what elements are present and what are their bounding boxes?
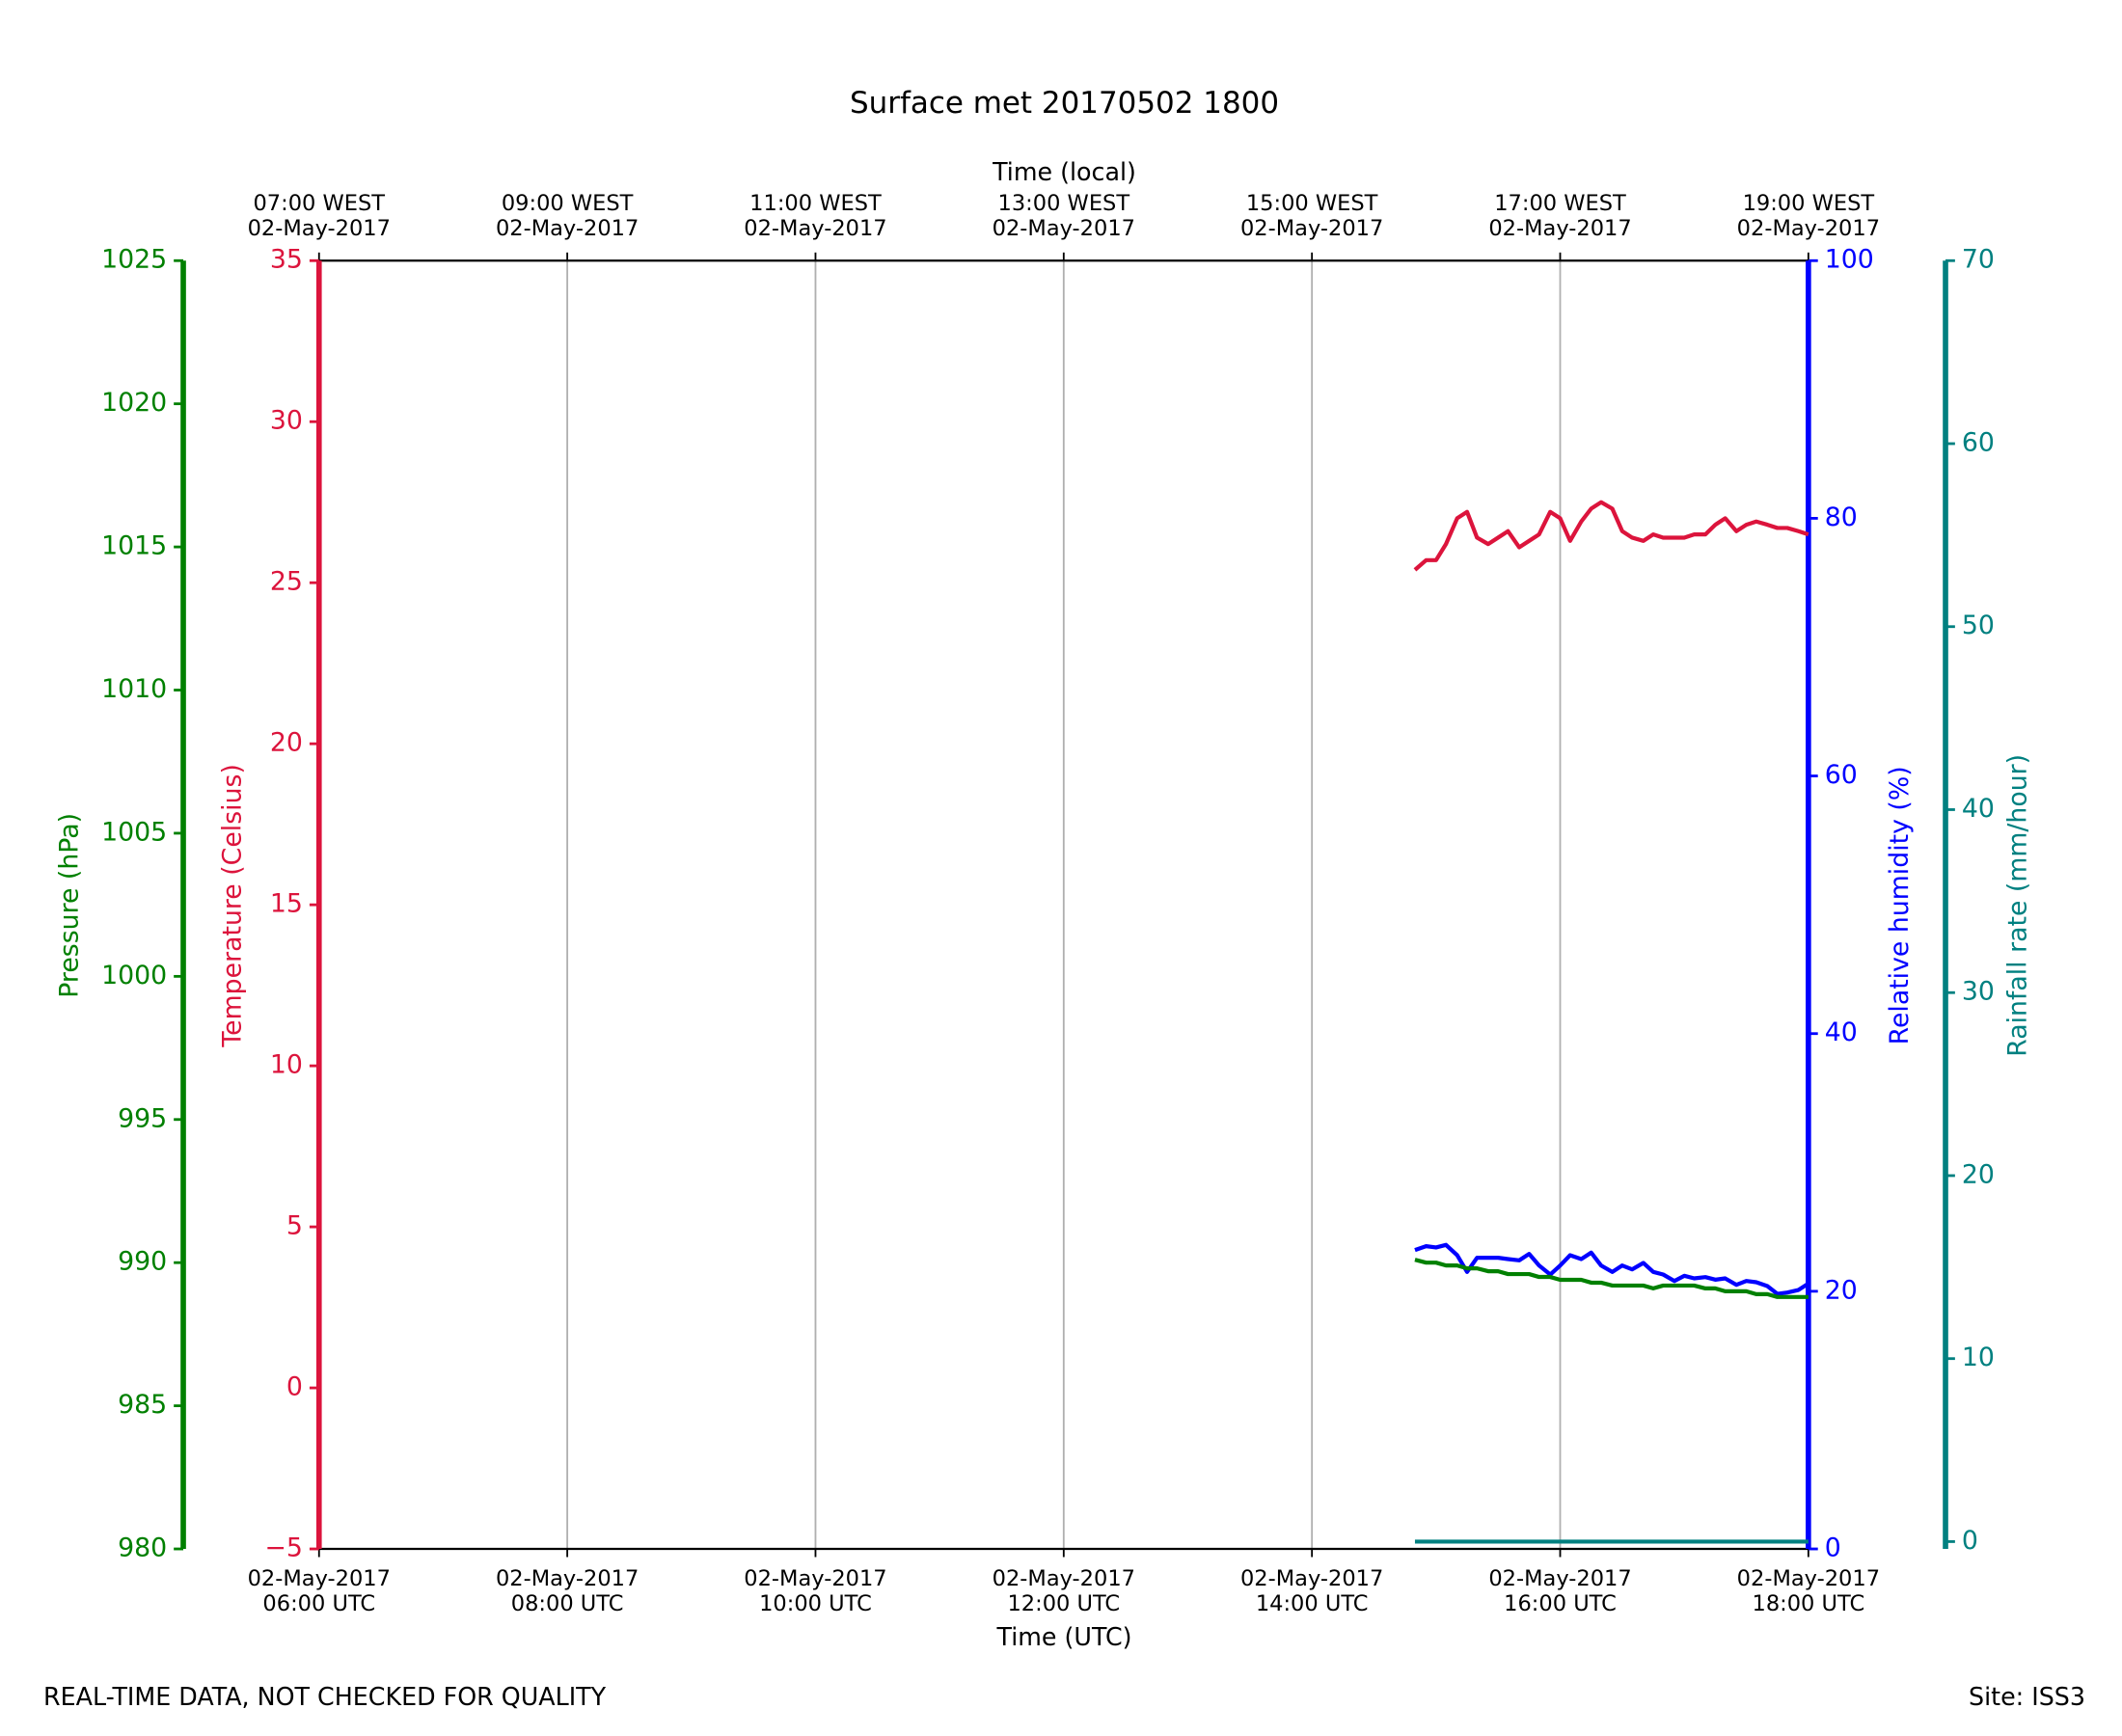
top-x-tick-label: 11:00 WEST 02-May-2017 <box>744 191 886 241</box>
y-tick-label: 1025 <box>101 245 167 275</box>
y-tick-label: 980 <box>118 1533 167 1563</box>
x-tick-label: 02-May-2017 06:00 UTC <box>248 1565 391 1615</box>
chart-title: Surface met 20170502 1800 <box>850 86 1279 121</box>
x-tick-label: 02-May-2017 10:00 UTC <box>744 1565 886 1615</box>
y-tick-label: −5 <box>264 1533 302 1563</box>
y-tick-label: 990 <box>118 1247 167 1277</box>
y-tick-label: 1015 <box>101 531 167 561</box>
y-tick-label: 5 <box>286 1211 303 1241</box>
y-axis-title: Rainfall rate (mm/hour) <box>2003 754 2033 1057</box>
y-tick-label: 25 <box>270 567 303 597</box>
x-tick-label: 02-May-2017 16:00 UTC <box>1488 1565 1631 1615</box>
y-tick-label: 20 <box>270 728 303 758</box>
y-axis-title: Relative humidity (%) <box>1885 766 1915 1044</box>
footer-note: REAL-TIME DATA, NOT CHECKED FOR QUALITY <box>43 1682 607 1711</box>
site-label: Site: ISS3 <box>1969 1682 2085 1711</box>
y-tick-label: 15 <box>270 889 303 919</box>
y-tick-label: 995 <box>118 1103 167 1133</box>
y-tick-label: 100 <box>1825 245 1874 275</box>
y-tick-label: 20 <box>1825 1275 1858 1305</box>
y-tick-label: 50 <box>1962 610 1995 640</box>
y-tick-label: 10 <box>270 1050 303 1080</box>
y-tick-label: 985 <box>118 1390 167 1420</box>
top-axis-title: Time (local) <box>992 157 1136 186</box>
x-tick-label: 02-May-2017 08:00 UTC <box>496 1565 639 1615</box>
y-tick-label: 30 <box>270 406 303 436</box>
top-x-tick-label: 07:00 WEST 02-May-2017 <box>248 191 391 241</box>
y-tick-label: 70 <box>1962 245 1995 275</box>
y-tick-label: 0 <box>1962 1526 1978 1556</box>
y-tick-label: 1010 <box>101 674 167 704</box>
x-axis-title: Time (UTC) <box>996 1622 1132 1651</box>
y-tick-label: 1000 <box>101 961 167 990</box>
series-line <box>1414 1258 1809 1299</box>
x-tick-label: 02-May-2017 18:00 UTC <box>1737 1565 1880 1615</box>
top-x-tick-label: 15:00 WEST 02-May-2017 <box>1240 191 1383 241</box>
top-x-tick-label: 17:00 WEST 02-May-2017 <box>1488 191 1631 241</box>
y-tick-label: 30 <box>1962 977 1995 1007</box>
series-line <box>1414 1242 1810 1296</box>
x-tick-label: 02-May-2017 14:00 UTC <box>1240 1565 1383 1615</box>
y-tick-label: 20 <box>1962 1159 1995 1189</box>
y-tick-label: 10 <box>1962 1343 1995 1372</box>
series-line <box>1413 500 1809 572</box>
y-tick-label: 0 <box>286 1372 303 1402</box>
y-tick-label: 80 <box>1825 502 1858 532</box>
top-x-tick-label: 13:00 WEST 02-May-2017 <box>993 191 1135 241</box>
y-axis-title: Temperature (Celsius) <box>218 764 248 1047</box>
top-x-tick-label: 09:00 WEST 02-May-2017 <box>496 191 639 241</box>
y-tick-label: 1020 <box>101 388 167 418</box>
y-tick-label: 1005 <box>101 817 167 847</box>
top-x-tick-label: 19:00 WEST 02-May-2017 <box>1737 191 1880 241</box>
y-tick-label: 40 <box>1825 1017 1858 1047</box>
x-tick-label: 02-May-2017 12:00 UTC <box>993 1565 1135 1615</box>
y-tick-label: 35 <box>270 245 303 275</box>
y-tick-label: 40 <box>1962 794 1995 824</box>
y-tick-label: 60 <box>1962 428 1995 458</box>
y-tick-label: 0 <box>1825 1533 1841 1563</box>
y-axis-title: Pressure (hPa) <box>55 813 85 998</box>
y-tick-label: 60 <box>1825 760 1858 790</box>
